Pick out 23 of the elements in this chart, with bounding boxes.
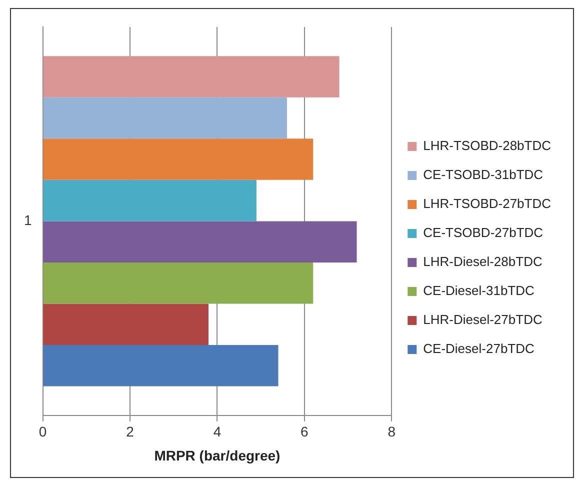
x-axis-title: MRPR (bar/degree) (154, 447, 280, 464)
bar (43, 97, 287, 139)
x-tick-label: 8 (388, 424, 396, 440)
x-tick-label: 0 (38, 424, 47, 440)
y-tick-label: 1 (24, 212, 32, 228)
bar (43, 138, 314, 180)
legend-label: LHR-TSOBD-28bTDC (423, 138, 552, 154)
legend-label: CE-TSOBD-31bTDC (423, 167, 544, 182)
bar (43, 262, 314, 304)
legend-label: LHR-TSOBD-27bTDC (423, 196, 552, 212)
bar (43, 304, 208, 346)
legend-label: LHR-Diesel-27bTDC (423, 312, 542, 328)
legend-label: CE-Diesel-27bTDC (423, 341, 534, 356)
x-tick-label: 4 (213, 424, 222, 440)
bar (43, 221, 357, 262)
x-tick-label: 6 (300, 424, 309, 440)
legend-label: CE-TSOBD-27bTDC (423, 225, 544, 240)
bar (43, 180, 256, 222)
x-tick-label: 2 (126, 424, 134, 440)
bar (43, 345, 278, 386)
bar (43, 56, 340, 98)
legend-label: CE-Diesel-31bTDC (423, 283, 534, 298)
legend-label: LHR-Diesel-28bTDC (423, 254, 542, 270)
